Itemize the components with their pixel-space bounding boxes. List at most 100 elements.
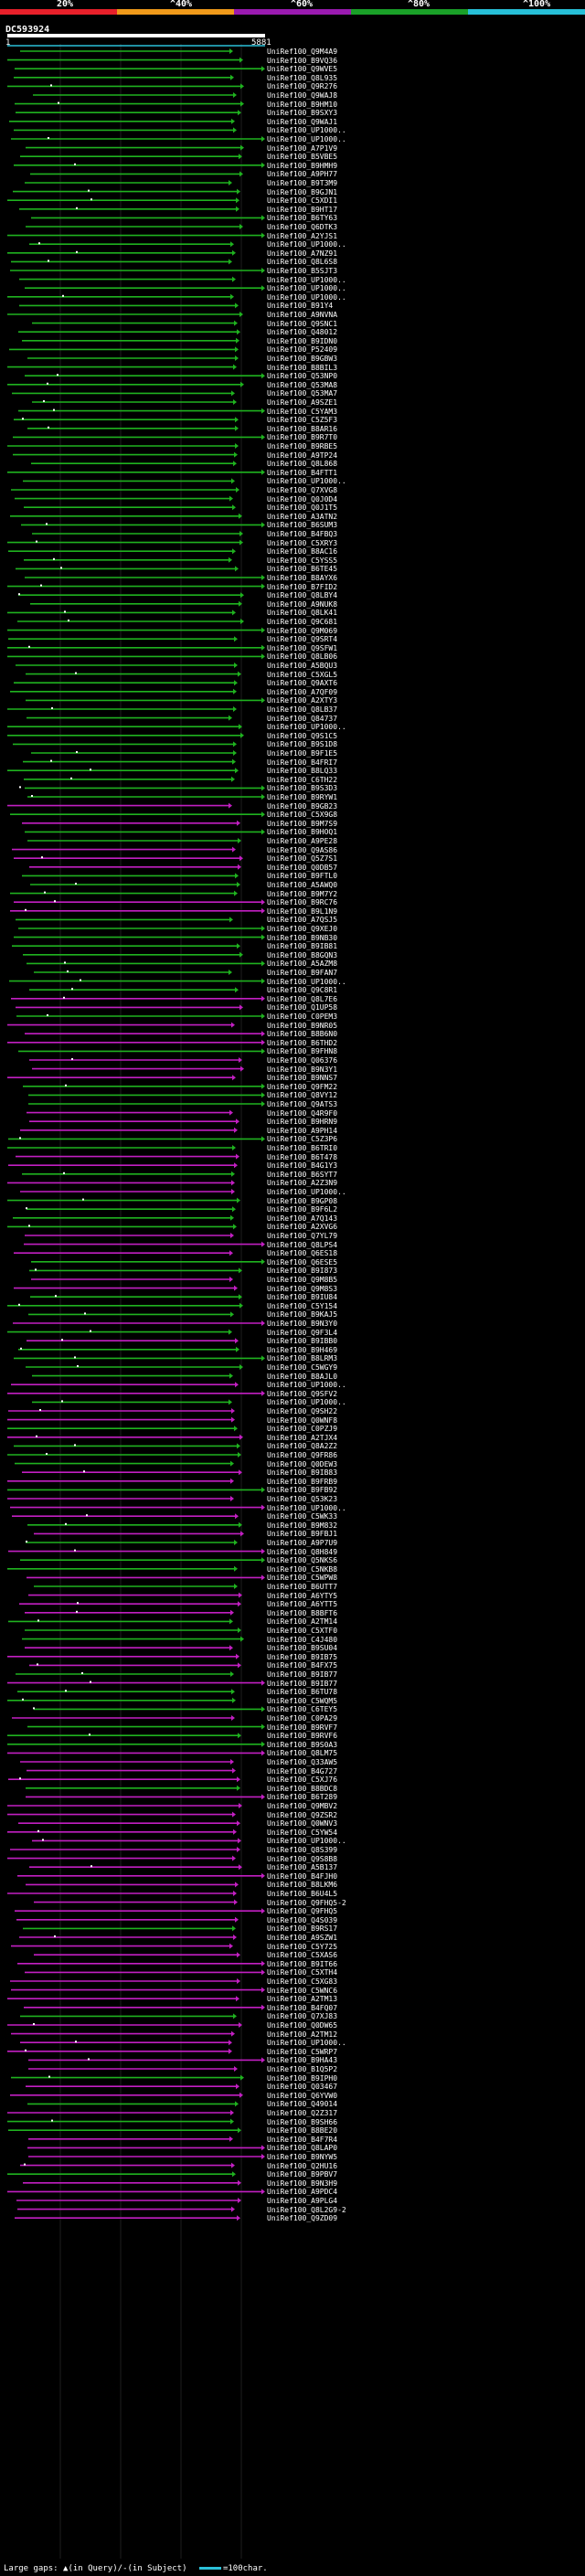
hit-label[interactable]: UniRef100_A2TJX4 [267,1433,338,1442]
hit-label[interactable]: UniRef100_Q4R9F0 [267,1108,338,1118]
hit-label[interactable]: UniRef100_Q9SH22 [267,1407,338,1415]
hit-label[interactable]: UniRef100_UP1000.. [267,135,346,143]
hit-label[interactable]: UniRef100_B6SYT7 [267,1170,338,1179]
hit-label[interactable]: UniRef100_B9IB81 [267,942,338,951]
hit-label[interactable]: UniRef100_Q48012 [267,328,338,337]
hit-label[interactable]: UniRef100_A9P7U9 [267,1539,338,1547]
hit-label[interactable]: UniRef100_B8BFT6 [267,1608,338,1617]
hit-label[interactable]: UniRef100_Q7XVG8 [267,486,338,494]
hit-label[interactable]: UniRef100_Q8L6S8 [267,258,338,267]
hit-label[interactable]: UniRef100_Q8LPS4 [267,1240,338,1249]
hit-label[interactable]: UniRef100_Q53K23 [267,1495,338,1503]
hit-label[interactable]: UniRef100_Q7XJ83 [267,2012,338,2021]
hit-label[interactable]: UniRef100_A2Z3N9 [267,1179,338,1188]
hit-label[interactable]: UniRef100_B9NB30 [267,933,338,942]
hit-label[interactable]: UniRef100_A9NVNA [267,311,338,319]
hit-label[interactable]: UniRef100_B5VBE5 [267,153,338,162]
hit-label[interactable]: UniRef100_B9IU84 [267,1293,338,1302]
hit-label[interactable]: UniRef100_B6TU78 [267,1688,338,1697]
hit-label[interactable]: UniRef100_Q8LBY4 [267,591,338,600]
hit-label[interactable]: UniRef100_C5XDI1 [267,196,338,206]
hit-label[interactable]: UniRef100_Q9S8B8 [267,1854,338,1863]
hit-label[interactable]: UniRef100_Q9M8B5 [267,1276,338,1284]
hit-label[interactable]: UniRef100_B9KAJ5 [267,1310,338,1320]
hit-label[interactable]: UniRef100_Q9FHQ5-2 [267,1898,346,1907]
hit-label[interactable]: UniRef100_B9GP08 [267,1196,338,1205]
hit-label[interactable]: UniRef100_UP1000.. [267,2039,346,2048]
hit-label[interactable]: UniRef100_C5XTF0 [267,1627,338,1635]
hit-label[interactable]: UniRef100_Q49014 [267,2100,338,2109]
hit-label[interactable]: UniRef100_B8BDC8 [267,1784,338,1793]
hit-label[interactable]: UniRef100_B91Y4 [267,302,334,311]
hit-label[interactable]: UniRef100_A5AWQ0 [267,881,338,889]
hit-label[interactable]: UniRef100_A9SZW1 [267,1934,338,1942]
hit-label[interactable]: UniRef100_Q8A2Z2 [267,1442,338,1451]
hit-label[interactable]: UniRef100_Q8H849 [267,1547,338,1556]
hit-label[interactable]: UniRef100_B7FID2 [267,582,338,591]
hit-label[interactable]: UniRef100_B9FTL0 [267,872,338,881]
hit-label[interactable]: UniRef100_B4F7R4 [267,2135,338,2144]
hit-label[interactable]: UniRef100_B6U4L5 [267,1890,338,1898]
hit-label[interactable]: UniRef100_C5WGY9 [267,1363,338,1372]
hit-label[interactable]: UniRef100_B9FHN8 [267,1047,338,1056]
hit-label[interactable]: UniRef100_B9RC76 [267,898,338,907]
hit-label[interactable]: UniRef100_B9NNS7 [267,1074,338,1083]
hit-label[interactable]: UniRef100_Q8L868 [267,460,338,469]
hit-label[interactable]: UniRef100_Q06376 [267,1056,338,1065]
hit-label[interactable]: UniRef100_Q84737 [267,714,338,723]
hit-label[interactable]: UniRef100_C5XRY3 [267,538,338,547]
hit-label[interactable]: UniRef100_B9IB77 [267,1670,338,1679]
hit-label[interactable]: UniRef100_Q2HU16 [267,2161,338,2170]
hit-label[interactable]: UniRef100_B6TY63 [267,214,338,223]
hit-label[interactable]: UniRef100_Q9C8R1 [267,986,338,995]
hit-label[interactable]: UniRef100_Q53MA7 [267,389,338,398]
hit-label[interactable]: UniRef100_B9RVF6 [267,1732,338,1741]
hit-label[interactable]: UniRef100_C5Z5F3 [267,416,338,425]
hit-label[interactable]: UniRef100_B9M7S9 [267,819,338,828]
hit-label[interactable]: UniRef100_B9F6L2 [267,1205,338,1214]
hit-label[interactable]: UniRef100_Q5NKS6 [267,1556,338,1565]
hit-label[interactable]: UniRef100_Q33AW5 [267,1758,338,1766]
hit-label[interactable]: UniRef100_Q0WNV3 [267,1819,338,1829]
hit-label[interactable]: UniRef100_A9PDC4 [267,2188,338,2197]
hit-label[interactable]: UniRef100_C5WQM5 [267,1696,338,1705]
hit-label[interactable]: UniRef100_B9M7Y2 [267,889,338,898]
hit-label[interactable]: UniRef100_C5Y154 [267,1301,338,1310]
hit-label[interactable]: UniRef100_B4FTT1 [267,468,338,477]
hit-label[interactable]: UniRef100_Q8L7E6 [267,994,338,1003]
hit-label[interactable]: UniRef100_C4J480 [267,1635,338,1644]
hit-label[interactable]: UniRef100_C0PZJ9 [267,1425,338,1434]
hit-label[interactable]: UniRef100_B9IB77 [267,1679,338,1688]
hit-label[interactable]: UniRef100_Q0WNF8 [267,1415,338,1425]
hit-label[interactable]: UniRef100_Q53NP0 [267,372,338,381]
hit-label[interactable]: UniRef100_B4G1Y3 [267,1161,338,1171]
hit-label[interactable]: UniRef100_B9HMH9 [267,161,338,170]
hit-label[interactable]: UniRef100_B9FRB9 [267,1477,338,1486]
hit-label[interactable]: UniRef100_Q9SRT4 [267,635,338,644]
hit-label[interactable]: UniRef100_Q9ATS3 [267,1100,338,1108]
hit-label[interactable]: UniRef100_Q9XEJ0 [267,925,338,933]
hit-label[interactable]: UniRef100_A2TM13 [267,1995,338,2004]
hit-label[interactable]: UniRef100_B9H469 [267,1345,338,1354]
hit-label[interactable]: UniRef100_UP1000.. [267,1503,346,1512]
hit-label[interactable]: UniRef100_Q9SFW1 [267,643,338,652]
hit-label[interactable]: UniRef100_B6TRI0 [267,1144,338,1152]
hit-label[interactable]: UniRef100_B5SJT3 [267,267,338,275]
hit-label[interactable]: UniRef100_B9GBW3 [267,355,338,363]
hit-label[interactable]: UniRef100_A6YTY5 [267,1591,338,1600]
hit-label[interactable]: UniRef100_Q8S399 [267,1846,338,1854]
hit-label[interactable]: UniRef100_A6YTT5 [267,1600,338,1609]
hit-label[interactable]: UniRef100_B9HM10 [267,100,338,109]
hit-label[interactable]: UniRef100_C0PEM3 [267,1012,338,1021]
hit-label[interactable]: UniRef100_Q1UP58 [267,1003,338,1012]
hit-label[interactable]: UniRef100_Q5Z7S1 [267,854,338,864]
hit-label[interactable]: UniRef100_Q8LB37 [267,705,338,714]
hit-label[interactable]: UniRef100_C5XGL5 [267,670,338,679]
hit-label[interactable]: UniRef100_UP1000.. [267,126,346,135]
hit-label[interactable]: UniRef100_C5YSS5 [267,556,338,565]
hit-label[interactable]: UniRef100_B4G727 [267,1766,338,1776]
hit-label[interactable]: UniRef100_B9SU04 [267,1644,338,1653]
hit-label[interactable]: UniRef100_Q9MBV2 [267,1802,338,1810]
hit-label[interactable]: UniRef100_Q0J0D4 [267,494,338,504]
hit-label[interactable]: UniRef100_C5Y725 [267,1942,338,1951]
